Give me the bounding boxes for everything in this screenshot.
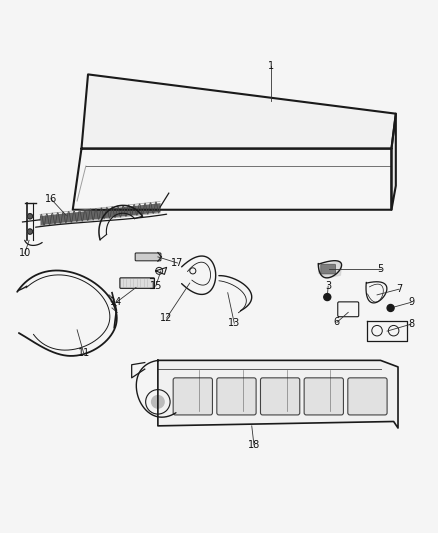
FancyBboxPatch shape (304, 378, 343, 415)
Text: 1: 1 (268, 61, 275, 71)
Text: 14: 14 (110, 297, 123, 308)
Polygon shape (73, 149, 392, 210)
Text: 6: 6 (334, 317, 340, 327)
Polygon shape (158, 360, 398, 428)
Text: 17: 17 (171, 258, 184, 268)
Text: 13: 13 (228, 318, 240, 328)
Text: 9: 9 (408, 297, 414, 308)
Text: 5: 5 (378, 264, 384, 273)
Circle shape (27, 214, 32, 219)
FancyBboxPatch shape (173, 378, 212, 415)
FancyBboxPatch shape (120, 278, 154, 288)
Text: 11: 11 (78, 348, 90, 358)
Polygon shape (392, 114, 396, 210)
Circle shape (387, 304, 394, 311)
Circle shape (151, 395, 165, 409)
FancyBboxPatch shape (261, 378, 300, 415)
Text: 12: 12 (160, 313, 173, 323)
Text: 15: 15 (149, 281, 162, 291)
Circle shape (27, 229, 32, 234)
Text: 18: 18 (248, 440, 260, 450)
Text: 3: 3 (325, 281, 331, 291)
Text: 10: 10 (18, 248, 31, 259)
FancyBboxPatch shape (321, 264, 336, 274)
FancyBboxPatch shape (348, 378, 387, 415)
FancyBboxPatch shape (217, 378, 256, 415)
Text: 16: 16 (45, 194, 57, 204)
Text: 7: 7 (396, 284, 402, 294)
FancyBboxPatch shape (135, 253, 161, 261)
Polygon shape (81, 75, 396, 149)
Polygon shape (318, 262, 341, 277)
Text: 8: 8 (408, 319, 414, 329)
Circle shape (324, 294, 331, 301)
